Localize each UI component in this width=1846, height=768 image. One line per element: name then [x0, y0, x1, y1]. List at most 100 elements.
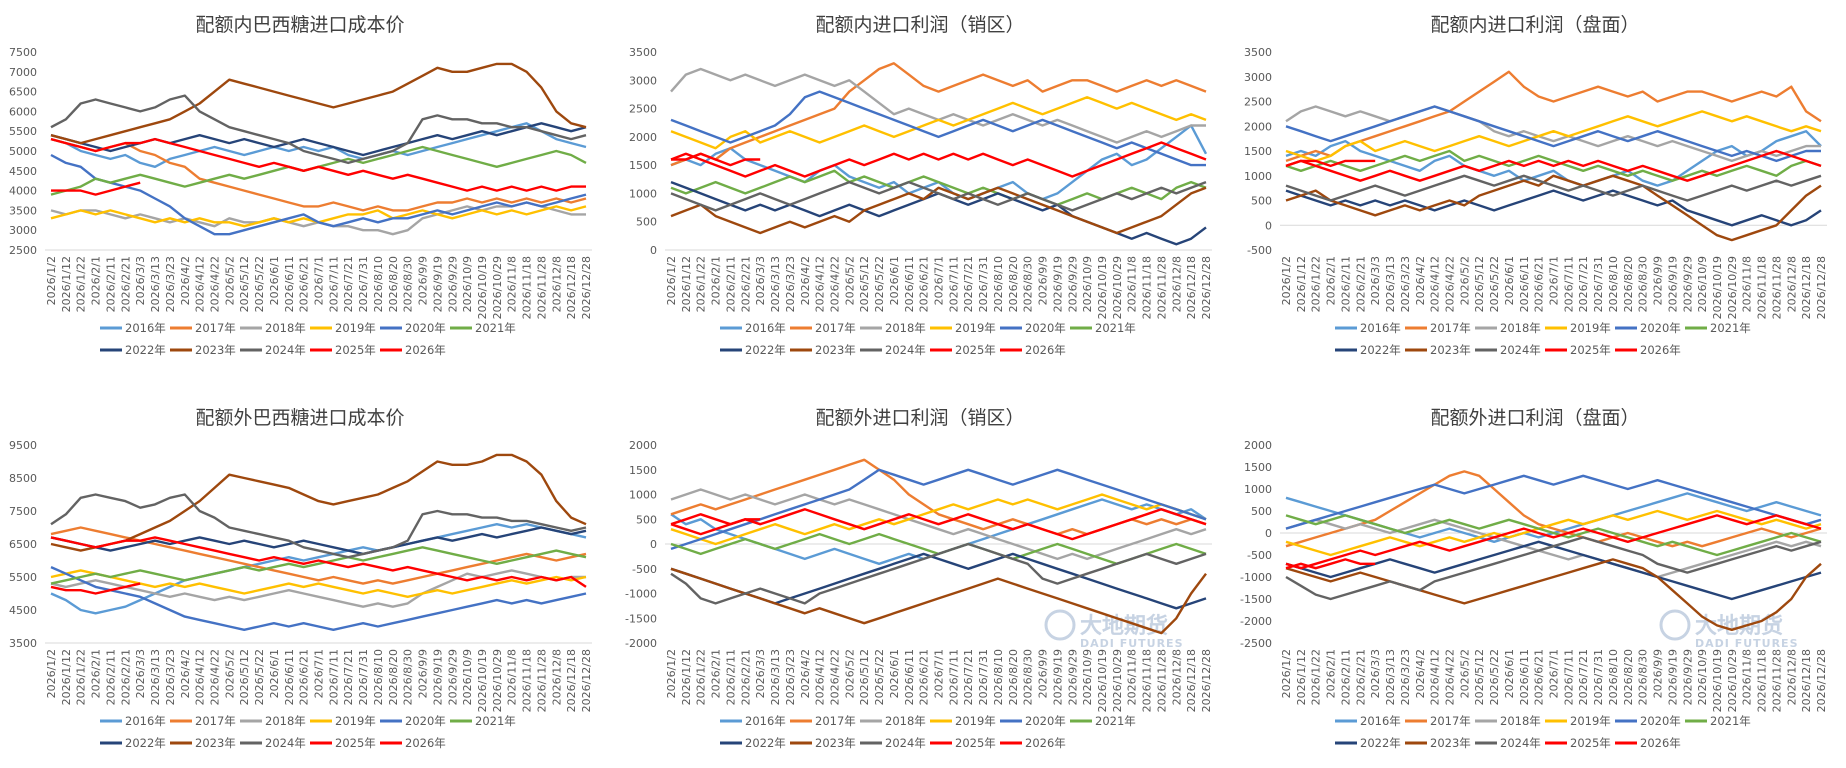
legend-label: 2025年: [955, 343, 996, 357]
x-tick-label: 2026/4/22: [1443, 256, 1456, 312]
x-tick-label: 2026/12/28: [1815, 649, 1828, 712]
x-tick-label: 2026/3/3: [134, 256, 147, 305]
y-tick-label: -1000: [625, 588, 657, 601]
x-tick-label: 2026/10/29: [1111, 649, 1124, 712]
y-tick-label: 0: [650, 244, 657, 257]
x-tick-label: 2026/12/18: [1800, 256, 1813, 319]
x-tick-label: 2026/4/12: [814, 649, 827, 705]
legend-label: 2024年: [1500, 736, 1541, 750]
series-line: [670, 542, 1207, 605]
x-tick-label: 2026/10/19: [1096, 256, 1109, 319]
x-tick-label: 2026/3/13: [149, 256, 162, 312]
x-tick-label: 2026/6/11: [1518, 649, 1531, 705]
y-tick-label: 0: [650, 538, 657, 551]
x-tick-label: 2026/2/1: [1325, 649, 1338, 698]
legend-label: 2016年: [745, 321, 786, 335]
y-tick-label: 3500: [9, 204, 37, 217]
x-tick-label: 2026/10/29: [491, 649, 504, 712]
x-tick-label: 2026/9/19: [1051, 256, 1064, 312]
legend-label: 2018年: [265, 321, 306, 335]
legend-label: 2020年: [405, 714, 446, 728]
legend-label: 2024年: [1500, 343, 1541, 357]
legend-label: 2017年: [815, 321, 856, 335]
x-tick-label: 2026/6/1: [268, 256, 281, 305]
x-tick-label: 2026/7/21: [962, 256, 975, 312]
y-tick-label: 2500: [629, 103, 657, 116]
x-tick-label: 2026/3/3: [754, 256, 767, 305]
legend-label: 2016年: [125, 714, 166, 728]
x-tick-label: 2026/9/19: [1051, 649, 1064, 705]
x-tick-label: 2026/12/8: [1785, 256, 1798, 312]
x-tick-label: 2026/8/30: [1022, 649, 1035, 705]
legend-label: 2021年: [475, 321, 516, 335]
x-tick-label: 2026/11/18: [1756, 256, 1769, 319]
y-tick-label: 4000: [9, 185, 37, 198]
x-tick-label: 2026/10/19: [1711, 649, 1724, 712]
x-tick-label: 2026/9/29: [446, 256, 459, 312]
y-tick-label: 500: [636, 216, 657, 229]
x-tick-label: 2026/1/12: [680, 256, 693, 312]
x-tick-label: 2026/5/12: [858, 649, 871, 705]
x-tick-label: 2026/12/8: [550, 256, 563, 312]
x-tick-label: 2026/9/29: [1066, 649, 1079, 705]
legend-label: 2023年: [195, 736, 236, 750]
x-tick-label: 2026/7/31: [977, 256, 990, 312]
chart-panel-quota-in-cost: 配额内巴西糖进口成本价 2500 3000 3500 4000 4500 5000 5500…: [0, 0, 600, 370]
x-tick-label: 2026/10/19: [1711, 256, 1724, 319]
x-tick-label: 2026/7/1: [933, 256, 946, 305]
x-tick-label: 2026/12/18: [565, 256, 578, 319]
legend-label: 2025年: [335, 736, 376, 750]
x-tick-label: 2026/4/2: [799, 649, 812, 698]
x-tick-label: 2026/7/31: [357, 649, 370, 705]
x-tick-label: 2026/12/28: [1815, 256, 1828, 319]
x-tick-label: 2026/4/2: [799, 256, 812, 305]
x-tick-label: 2026/8/30: [1022, 256, 1035, 312]
x-tick-label: 2026/4/2: [1414, 256, 1427, 305]
x-tick-label: 2026/5/22: [1488, 649, 1501, 705]
series-line: [1285, 129, 1822, 187]
x-tick-label: 2026/1/22: [695, 649, 708, 705]
legend-label: 2019年: [335, 321, 376, 335]
series-line: [50, 536, 587, 588]
series-line: [670, 488, 1207, 561]
x-tick-label: 2026/11/8: [1126, 649, 1139, 705]
x-tick-label: 2026/5/12: [1473, 256, 1486, 312]
series-line: [1285, 474, 1822, 530]
x-tick-label: 2026/8/30: [402, 649, 415, 705]
series-line: [50, 582, 141, 595]
y-tick-label: 1500: [629, 159, 657, 172]
x-tick-label: 2026/12/28: [580, 256, 593, 319]
series-line: [50, 526, 587, 556]
series-line: [1285, 518, 1822, 579]
x-tick-label: 2026/7/31: [1592, 256, 1605, 312]
x-tick-label: 2026/11/18: [1141, 649, 1154, 712]
x-tick-label: 2026/3/3: [1369, 256, 1382, 305]
series-line: [50, 522, 587, 615]
x-tick-label: 2026/5/22: [1488, 256, 1501, 312]
x-tick-label: 2026/11/28: [1155, 256, 1168, 319]
x-tick-label: 2026/9/19: [431, 256, 444, 312]
x-tick-label: 2026/6/21: [918, 649, 931, 705]
y-tick-label: -500: [632, 563, 657, 576]
y-tick-label: 3500: [629, 46, 657, 59]
x-tick-label: 2026/1/12: [60, 649, 73, 705]
series-line: [1285, 514, 1822, 557]
x-tick-label: 2026/10/9: [1696, 256, 1709, 312]
x-tick-label: 2026/4/12: [1429, 256, 1442, 312]
x-tick-label: 2026/5/12: [238, 649, 251, 705]
x-tick-label: 2026/2/11: [1339, 256, 1352, 312]
x-tick-label: 2026/2/1: [1325, 256, 1338, 305]
series-line: [50, 569, 586, 608]
series-line: [50, 137, 586, 192]
series-line: [50, 137, 587, 212]
x-tick-label: 2026/8/10: [372, 256, 385, 312]
legend-label: 2025年: [955, 736, 996, 750]
x-tick-label: 2026/5/12: [858, 256, 871, 312]
x-tick-label: 2026/12/18: [565, 649, 578, 712]
y-tick-label: 6000: [9, 105, 37, 118]
legend-label: 2018年: [1500, 714, 1541, 728]
series-line: [50, 62, 587, 145]
x-tick-label: 2026/7/31: [977, 649, 990, 705]
x-tick-label: 2026/6/11: [283, 649, 296, 705]
